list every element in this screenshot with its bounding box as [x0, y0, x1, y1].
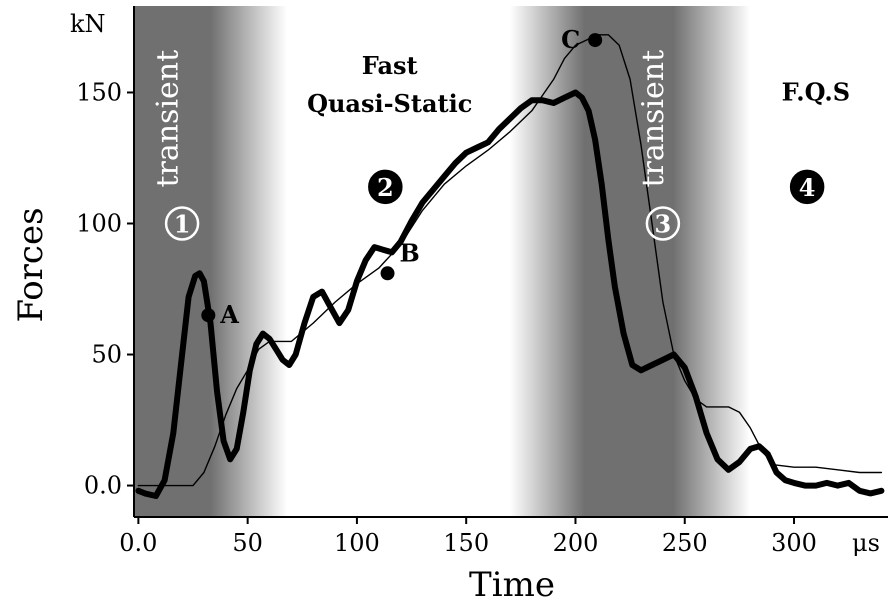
y-tick-label: 100	[76, 210, 122, 238]
transient-label-1: transient	[151, 50, 186, 188]
y-unit-label: kN	[70, 10, 106, 38]
y-axis-title: Forces	[11, 207, 51, 322]
x-tick-label: 200	[553, 529, 599, 557]
point-marker-A	[201, 308, 216, 323]
phase-number-1: 1	[164, 206, 200, 241]
phase-number-2: 2	[368, 169, 403, 205]
series-line-thin	[137, 34, 883, 487]
phase-label-line: Quasi-Static	[307, 89, 472, 118]
transient-bands	[134, 6, 751, 517]
transient-labels: transient transient	[151, 50, 671, 188]
phase-number-3: 3	[645, 206, 681, 241]
x-tick-label: 300	[771, 529, 817, 557]
phase-number-circle	[645, 206, 681, 241]
force-curves	[135, 34, 885, 499]
point-marker-C	[588, 33, 603, 48]
phase-number-circle	[164, 206, 200, 241]
phase-number-circle	[368, 169, 403, 205]
transient-band-3	[509, 6, 751, 517]
y-tick-label: 150	[76, 78, 122, 106]
phase-number-text: 3	[655, 210, 672, 239]
point-marker-B	[380, 266, 395, 281]
phase-label-line: Fast	[362, 51, 418, 80]
x-tick-label: 250	[662, 529, 708, 557]
phase-number-text: 2	[377, 173, 394, 202]
phase-number-text: 1	[174, 210, 191, 239]
x-axis-title: Time	[469, 565, 555, 605]
phase-number-text: 4	[799, 173, 816, 202]
y-tick-label: 50	[91, 341, 122, 369]
phase-label-line: F.Q.S	[782, 77, 850, 106]
point-label-A: A	[219, 300, 239, 329]
x-tick-label: 50	[232, 529, 263, 557]
phase-number-circle	[789, 169, 825, 205]
transient-band-1	[134, 6, 287, 517]
x-tick-label: 0.0	[119, 529, 157, 557]
point-label-C: C	[561, 25, 580, 54]
y-tick-label: 0.0	[84, 472, 122, 500]
x-tick-label: 100	[334, 529, 380, 557]
x-tick-label: 150	[443, 529, 489, 557]
plot-frame	[133, 6, 888, 518]
series-line-thick	[135, 89, 885, 499]
axis-ticks: 0.0 50 100 150 200 250 300 0.0 50 100 150	[76, 78, 817, 557]
phase-number-4: 4	[789, 169, 825, 205]
point-label-B: B	[400, 238, 420, 267]
phase-numbers: 1 2 3 4	[164, 169, 825, 241]
transient-label-3: transient	[636, 50, 671, 188]
marked-points: A B C	[201, 25, 603, 329]
x-unit-label: μs	[852, 529, 880, 557]
phase-labels: Fast Quasi-Static F.Q.S	[307, 51, 850, 118]
